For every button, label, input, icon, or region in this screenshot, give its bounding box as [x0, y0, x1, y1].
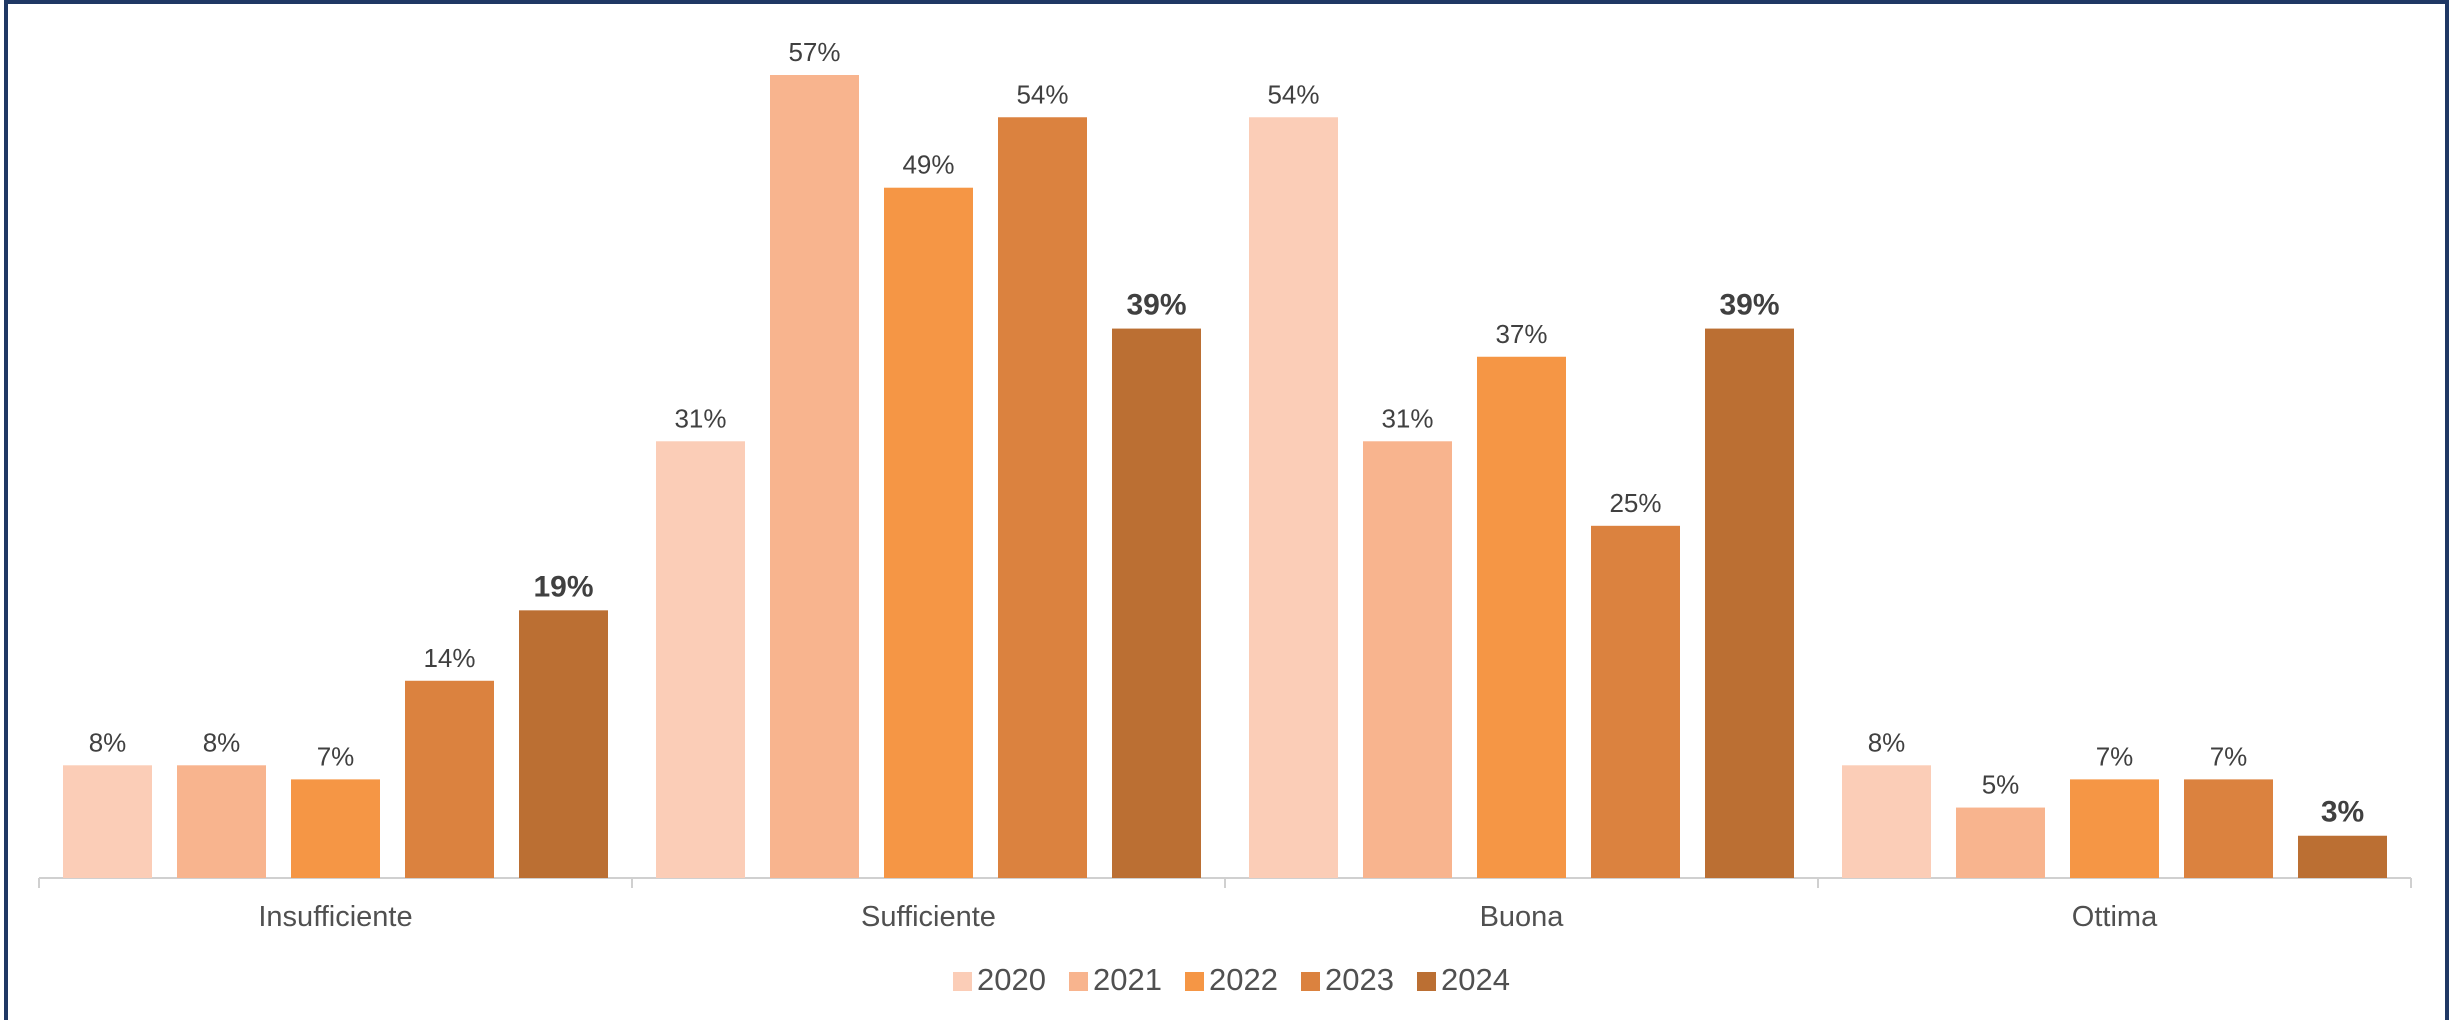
value-label: 7%	[317, 741, 355, 771]
value-label: 7%	[2210, 741, 2248, 771]
bar	[1249, 117, 1338, 878]
legend-label: 2023	[1325, 962, 1394, 997]
value-label: 31%	[1381, 403, 1433, 433]
x-tick-label: Buona	[1480, 901, 1565, 933]
bar	[1477, 356, 1566, 878]
bar	[884, 187, 973, 878]
bar	[291, 779, 380, 878]
value-label: 31%	[674, 403, 726, 433]
value-label: 5%	[1982, 770, 2020, 800]
bar	[405, 680, 494, 878]
bar	[2184, 779, 2273, 878]
bar	[1591, 525, 1680, 878]
frame	[4, 0, 2449, 1020]
bar	[1705, 328, 1794, 878]
value-label: 54%	[1016, 79, 1068, 109]
value-label: 8%	[89, 727, 127, 757]
legend-swatch	[1185, 972, 1204, 991]
value-label: 25%	[1609, 488, 1661, 518]
bar	[63, 765, 152, 878]
bar	[519, 610, 608, 878]
bar	[1842, 765, 1931, 878]
x-tick-label: Sufficiente	[861, 901, 996, 933]
legend-label: 2021	[1093, 962, 1162, 997]
value-label: 39%	[1126, 289, 1186, 322]
bar	[770, 75, 859, 878]
legend-label: 2024	[1441, 962, 1510, 997]
bar	[177, 765, 266, 878]
legend-swatch	[1417, 972, 1436, 991]
bar	[1112, 328, 1201, 878]
legend-label: 2022	[1209, 962, 1278, 997]
legend-swatch	[1301, 972, 1320, 991]
value-label: 3%	[2321, 796, 2364, 829]
x-tick-label: Insufficiente	[258, 901, 412, 933]
value-label: 39%	[1719, 289, 1779, 322]
value-label: 37%	[1495, 319, 1547, 349]
bar	[2070, 779, 2159, 878]
x-tick-label: Ottima	[2072, 901, 2158, 933]
legend-swatch	[1069, 972, 1088, 991]
bar	[656, 441, 745, 878]
legend-swatch	[953, 972, 972, 991]
bar	[2298, 835, 2387, 878]
bar	[998, 117, 1087, 878]
value-label: 8%	[203, 727, 241, 757]
value-label: 19%	[533, 570, 593, 603]
legend-label: 2020	[977, 962, 1046, 997]
value-label: 8%	[1868, 727, 1906, 757]
value-label: 54%	[1267, 79, 1319, 109]
value-label: 49%	[902, 150, 954, 180]
value-label: 14%	[423, 643, 475, 673]
bar	[1363, 441, 1452, 878]
bar	[1956, 807, 2045, 878]
value-label: 7%	[2096, 741, 2134, 771]
value-label: 57%	[788, 37, 840, 67]
